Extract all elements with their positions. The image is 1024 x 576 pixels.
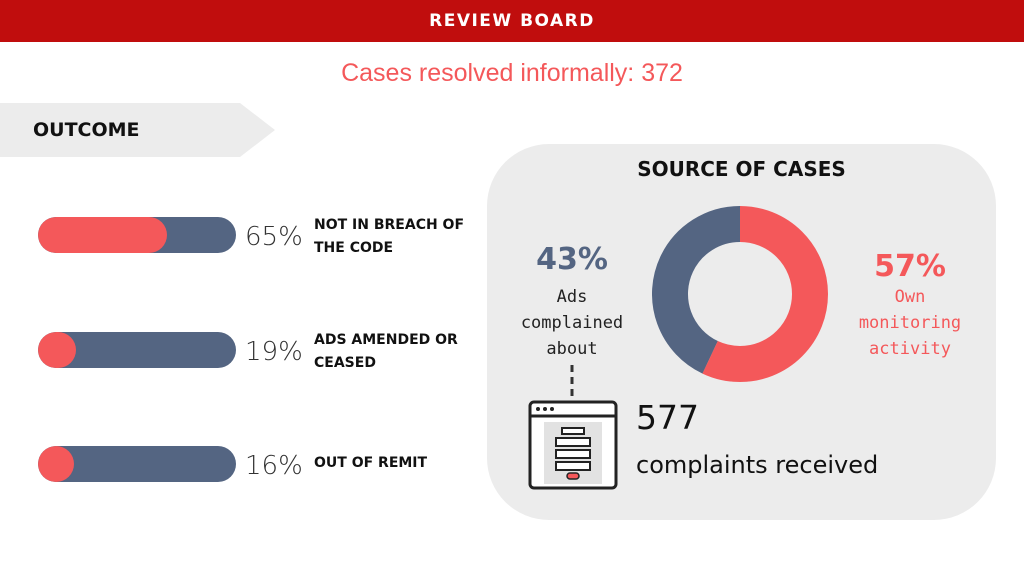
progress-bar [38, 217, 236, 253]
outcome-label-line: NOT IN BREACH OF [314, 217, 465, 233]
browser-window-form-icon [528, 400, 618, 490]
outcome-row-amended-ceased: 19% ADS AMENDED OR CEASED [38, 332, 478, 392]
resolved-informally-stat: Cases resolved informally: 372 [341, 59, 683, 87]
outcome-row-out-of-remit: 16% OUT OF REMIT [38, 446, 478, 506]
progress-bar-fill [38, 217, 167, 253]
outcome-label: OUT OF REMIT [314, 452, 484, 475]
header-title: REVIEW BOARD [429, 11, 595, 31]
outcome-heading: OUTCOME [33, 119, 140, 141]
complaints-label: complaints received [636, 451, 879, 479]
progress-bar-fill [38, 332, 76, 368]
outcome-percent: 19% [245, 337, 303, 367]
outcome-percent: 16% [245, 451, 303, 481]
outcome-label-line: OUT OF REMIT [314, 455, 428, 471]
outcome-label: NOT IN BREACH OF THE CODE [314, 214, 484, 260]
outcome-label: ADS AMENDED OR CEASED [314, 329, 484, 375]
outcome-row-not-in-breach: 65% NOT IN BREACH OF THE CODE [38, 217, 478, 277]
donut-slice-own-monitoring [652, 206, 828, 382]
ads-complained-percent: 43% [536, 242, 608, 277]
progress-bar [38, 446, 236, 482]
own-monitoring-label-line: monitoring [858, 313, 962, 333]
dashed-connector [570, 365, 574, 403]
own-monitoring-label: Own monitoring activity [842, 284, 978, 362]
source-of-cases-title: SOURCE OF CASES [637, 157, 846, 181]
outcome-label-line: CEASED [314, 355, 376, 371]
ads-complained-label-line: about [546, 339, 598, 359]
progress-bar [38, 332, 236, 368]
outcome-label-line: THE CODE [314, 240, 394, 256]
outcome-label-line: ADS AMENDED OR [314, 332, 458, 348]
header-banner: REVIEW BOARD [0, 0, 1024, 42]
own-monitoring-label-line: Own [894, 287, 926, 307]
own-monitoring-label-line: activity [869, 339, 951, 359]
ads-complained-label: Ads complained about [505, 284, 639, 362]
outcome-heading-tab: OUTCOME [0, 103, 275, 157]
ads-complained-label-line: Ads [556, 287, 588, 307]
own-monitoring-percent: 57% [874, 249, 946, 284]
ads-complained-label-line: complained [520, 313, 624, 333]
progress-bar-fill [38, 446, 74, 482]
source-donut-chart [652, 206, 828, 382]
complaints-count: 577 [636, 398, 699, 437]
outcome-percent: 65% [245, 222, 303, 252]
